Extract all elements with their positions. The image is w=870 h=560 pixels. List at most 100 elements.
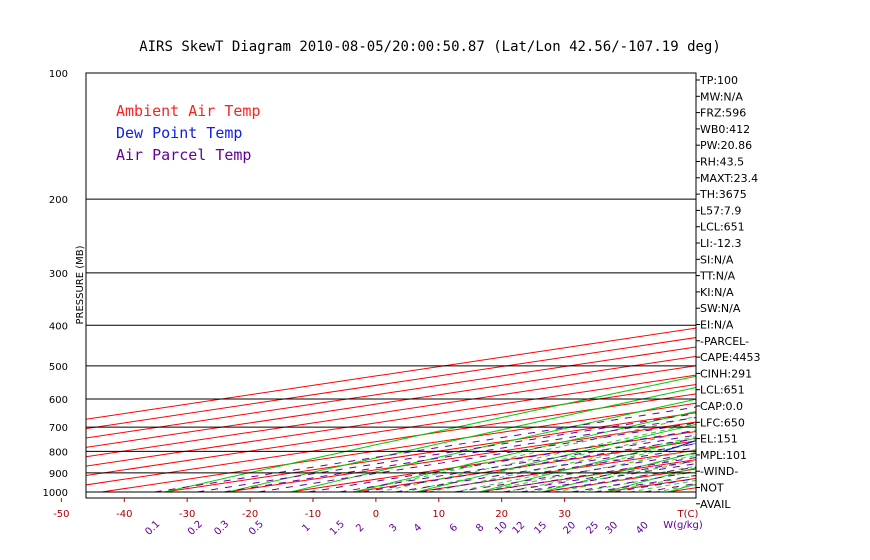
index-item: LFC:650 [700,416,745,429]
moist-adiabat [655,484,696,493]
isotherm [86,393,696,486]
mixing-ratio-label: 10 [493,520,510,537]
bottom-temp-label: -40 [116,509,132,520]
bottom-temp-label: -30 [179,509,195,520]
isotherm [794,73,870,492]
mixing-ratio-line [503,460,696,493]
mixing-ratio-label: 40 [634,520,651,537]
pressure-tick-label: 600 [49,395,68,406]
index-item: L57:7.9 [700,204,741,217]
isotherm [164,412,696,493]
index-item: MAXT:23.4 [700,172,758,185]
mixing-ratio-label: 4 [412,522,424,534]
pressure-tick-label: 500 [49,362,68,373]
dry-adiabat [667,483,696,493]
dry-adiabat [353,410,696,493]
mixing-ratio-label: 12 [511,520,528,537]
index-item: CINH:291 [700,367,752,380]
pressure-tick-label: 800 [49,447,68,458]
dry-adiabat [164,375,696,493]
mixing-ratio-line [362,438,696,493]
index-item: WB0:412 [700,123,750,136]
index-item: SI:N/A [700,253,734,266]
isotherm [416,449,696,493]
isotherm [290,430,696,493]
mixing-ratio-line [308,429,696,493]
y-axis-label: PRESSURE (MB) [75,245,86,324]
index-item: EI:N/A [700,319,734,332]
mixing-ratio-unit-label: W(g/kg) [663,520,703,531]
bottom-temp-label: 30 [558,509,571,520]
mixing-ratio-line [520,463,696,493]
dry-adiabat [856,73,870,492]
mixing-ratio-line [339,434,696,493]
bottom-temp-label: -20 [242,509,258,520]
mixing-ratio-label: 0.5 [247,519,266,538]
isotherm [86,337,696,430]
dry-adiabat [731,73,870,492]
index-item: TH:3675 [699,188,747,201]
pressure-tick-label: 900 [49,469,68,480]
index-item: -PARCEL- [700,335,749,348]
bottom-temp-label: -50 [53,509,69,520]
index-item: -WIND- [700,465,738,478]
grid-layer [86,73,870,493]
mixing-ratio-label: 0.3 [212,519,231,538]
dry-adiabat [478,437,696,493]
legend-ambient-temp: Ambient Air Temp [116,102,261,120]
dry-adiabat [290,398,696,493]
mixing-ratio-line [644,483,696,493]
mixing-ratio-label: 6 [448,522,460,534]
isotherm [101,402,696,493]
index-item: LI:-12.3 [700,237,742,250]
index-item: PW:20.86 [700,139,752,152]
plot-frame [85,72,697,499]
isotherm [353,440,696,493]
pressure-tick-label: 400 [49,321,68,332]
index-item: LCL:651 [700,221,745,234]
mixing-ratio-line [455,452,696,493]
mixing-ratio-line [542,466,696,493]
mixing-ratio-label: 30 [603,520,620,537]
moist-adiabat [478,449,696,493]
moist-adiabat [504,454,696,493]
bottom-temp-label: -10 [305,509,321,520]
mixing-ratio-line [482,456,696,493]
index-item: NOT [700,482,724,495]
index-item: FRZ:596 [700,107,746,120]
x-axis-label: T(C) [677,509,699,520]
isotherm [86,374,696,467]
legend: Ambient Air Temp Dew Point Temp Air Parcel… [116,102,261,164]
mixing-ratio-line [154,406,696,493]
dry-adiabat [415,423,696,493]
bottom-temp-label: 10 [432,509,445,520]
pressure-tick-label: 1000 [43,488,68,499]
mixing-ratio-label: 20 [561,520,578,537]
moist-adiabat [353,416,696,493]
index-item: CAP:0.0 [700,400,743,413]
legend-dew-point: Dew Point Temp [116,124,242,142]
mixing-ratio-label: 0.1 [143,519,162,538]
isotherm [86,355,696,448]
mixing-ratio-label: 25 [584,520,601,537]
moist-adiabat [428,436,696,493]
isotherm [731,73,870,492]
isotherm [86,384,696,477]
isotherm [667,487,696,493]
mixing-ratio-label: 1 [300,522,312,534]
bottom-temp-label: 0 [373,509,379,520]
isotherm [86,365,696,458]
mixing-ratio-label: 3 [388,522,400,534]
pressure-tick-label: 200 [49,195,68,206]
index-item: MPL:101 [700,449,747,462]
mixing-ratio-line [197,413,696,493]
dry-adiabat [541,451,696,493]
pressure-tick-label: 700 [49,423,68,434]
index-item: AVAIL [700,498,731,511]
index-item: SW:N/A [700,302,741,315]
mixing-ratio-label: 0.2 [186,519,205,538]
isotherm [86,346,696,439]
index-item: TT:N/A [699,270,736,283]
index-item: RH:43.5 [700,156,744,169]
